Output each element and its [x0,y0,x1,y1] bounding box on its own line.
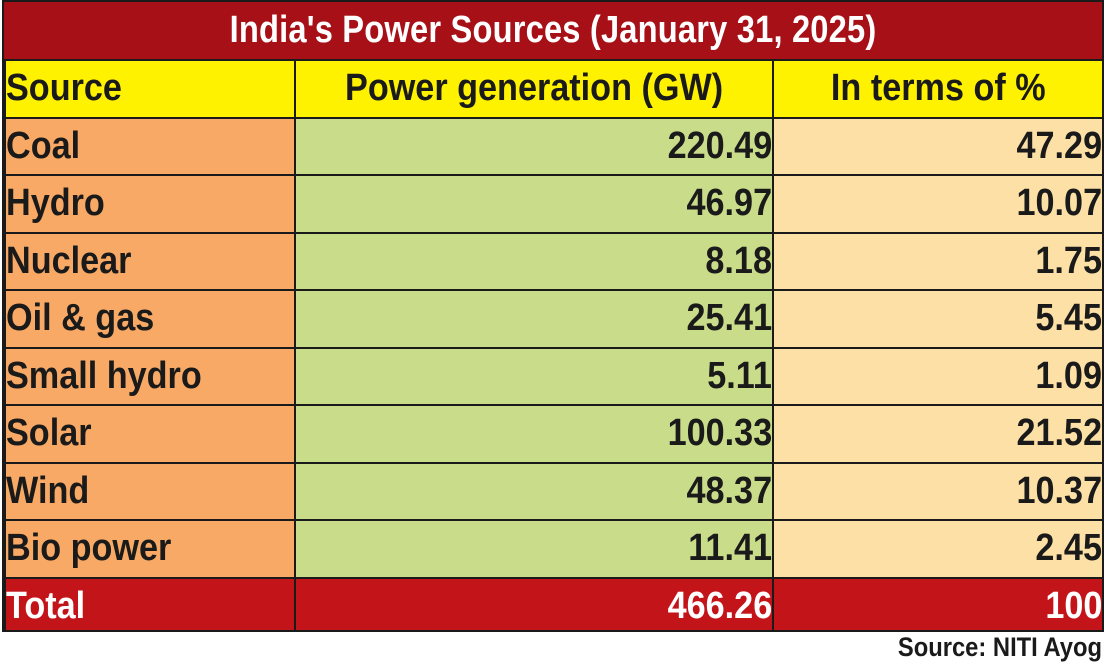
cell-percent: 5.45 [772,289,1102,349]
cell-source: Small hydro [4,346,296,406]
cell-source: Oil & gas [4,289,296,349]
header-source: Source [4,59,296,119]
header-row: Source Power generation (GW) In terms of… [4,59,1102,119]
cell-percent: 1.09 [772,346,1102,406]
cell-generation: 8.18 [294,231,774,291]
table-row: Small hydro 5.11 1.09 [4,346,1102,406]
cell-percent: 2.45 [772,519,1102,579]
cell-generation: 5.11 [294,346,774,406]
cell-source: Bio power [4,519,296,579]
total-label: Total [4,576,296,630]
cell-percent: 1.75 [772,231,1102,291]
cell-generation: 220.49 [294,116,774,176]
power-sources-table: Source Power generation (GW) In terms of… [4,59,1102,630]
total-generation: 466.26 [294,576,774,630]
cell-generation: 48.37 [294,461,774,521]
cell-generation: 46.97 [294,174,774,234]
source-note: Source: NITI Ayog [897,632,1102,662]
power-sources-table-frame: India's Power Sources (January 31, 2025)… [2,0,1104,632]
table-row: Wind 48.37 10.37 [4,461,1102,521]
table-row: Coal 220.49 47.29 [4,116,1102,176]
total-percent: 100 [772,576,1102,630]
cell-generation: 100.33 [294,404,774,464]
cell-percent: 47.29 [772,116,1102,176]
table-row: Nuclear 8.18 1.75 [4,231,1102,291]
header-generation: Power generation (GW) [294,59,774,119]
table-row: Bio power 11.41 2.45 [4,519,1102,579]
cell-source: Wind [4,461,296,521]
cell-generation: 25.41 [294,289,774,349]
cell-source: Solar [4,404,296,464]
header-percent: In terms of % [772,59,1102,119]
table-row: Hydro 46.97 10.07 [4,174,1102,234]
cell-percent: 10.07 [772,174,1102,234]
cell-source: Coal [4,116,296,176]
cell-source: Hydro [4,174,296,234]
table-title: India's Power Sources (January 31, 2025) [4,2,1102,59]
cell-percent: 21.52 [772,404,1102,464]
cell-generation: 11.41 [294,519,774,579]
cell-source: Nuclear [4,231,296,291]
total-row: Total 466.26 100 [4,576,1102,630]
table-row: Oil & gas 25.41 5.45 [4,289,1102,349]
cell-percent: 10.37 [772,461,1102,521]
table-row: Solar 100.33 21.52 [4,404,1102,464]
